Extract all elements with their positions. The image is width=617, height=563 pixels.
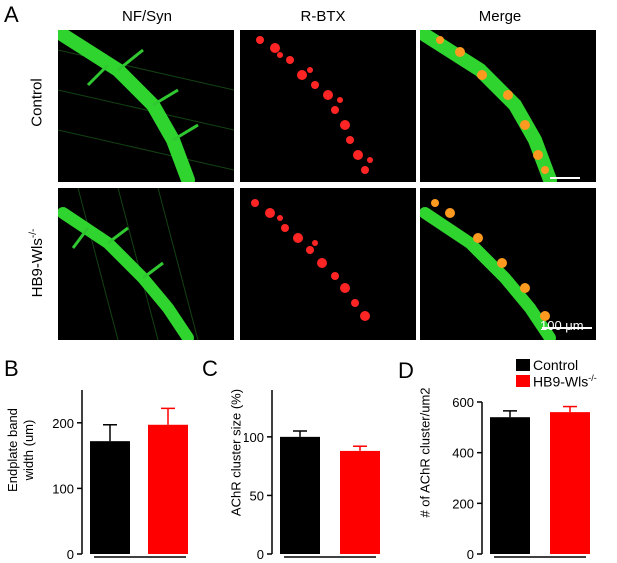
micrograph-hb9-nfsyn	[58, 188, 234, 340]
bar-hb9	[550, 412, 590, 554]
panel-label-b: B	[4, 356, 19, 381]
bar-hb9	[340, 450, 380, 554]
micrograph-control-nfsyn	[58, 30, 234, 182]
bar-control	[90, 441, 130, 554]
legend-label-control: Control	[533, 357, 579, 373]
column-title-merge: Merge	[478, 8, 522, 25]
chart-b: 0 100 200	[52, 390, 188, 562]
y-tick-label: 100	[52, 481, 74, 496]
scalebar-label: 100 μm	[540, 318, 584, 333]
legend-swatch-hb9	[516, 375, 530, 387]
chart-d-ylabel: # of AChR cluster/um2	[417, 387, 433, 518]
legend: Control HB9-Wls-/-	[516, 357, 597, 389]
y-tick-label: 600	[452, 395, 474, 410]
y-tick-label: 100	[244, 430, 264, 445]
y-tick-label: 400	[452, 446, 474, 461]
panel-label-a: A	[4, 2, 19, 27]
panel-label-c: C	[202, 356, 218, 381]
y-tick-label: 50	[250, 488, 264, 503]
bar-control	[280, 436, 320, 554]
y-tick-label: 0	[467, 547, 474, 562]
row-label-hb9: HB9-Wls-/-	[28, 228, 46, 298]
micrograph-control-rbtx	[240, 30, 416, 182]
micrograph-hb9-merge	[420, 188, 596, 340]
chart-c-ylabel: AChR cluster size (%)	[228, 388, 244, 517]
bar-control	[490, 417, 530, 554]
y-tick-label: 200	[52, 416, 74, 431]
y-tick-label: 200	[452, 496, 474, 511]
chart-c: 0 50 100	[244, 390, 380, 562]
legend-swatch-control	[516, 359, 530, 371]
chart-d: 0 200 400 600	[452, 395, 590, 562]
micrograph-control-merge	[420, 30, 596, 182]
panel-label-d: D	[398, 358, 414, 383]
y-tick-label: 0	[67, 547, 74, 562]
legend-item-hb9: HB9-Wls-/-	[516, 373, 597, 389]
legend-item-control: Control	[516, 357, 597, 373]
legend-label-hb9: HB9-Wls-/-	[533, 372, 597, 390]
chart-b-ylabel: Endplate band width (um)	[5, 408, 36, 492]
column-title-rbtx: R-BTX	[300, 8, 346, 25]
row-label-control: Control	[28, 78, 46, 127]
y-tick-label: 0	[257, 547, 264, 562]
column-title-nfsyn: NF/Syn	[121, 8, 172, 25]
bar-hb9	[148, 424, 188, 554]
micrograph-hb9-rbtx	[240, 188, 416, 340]
